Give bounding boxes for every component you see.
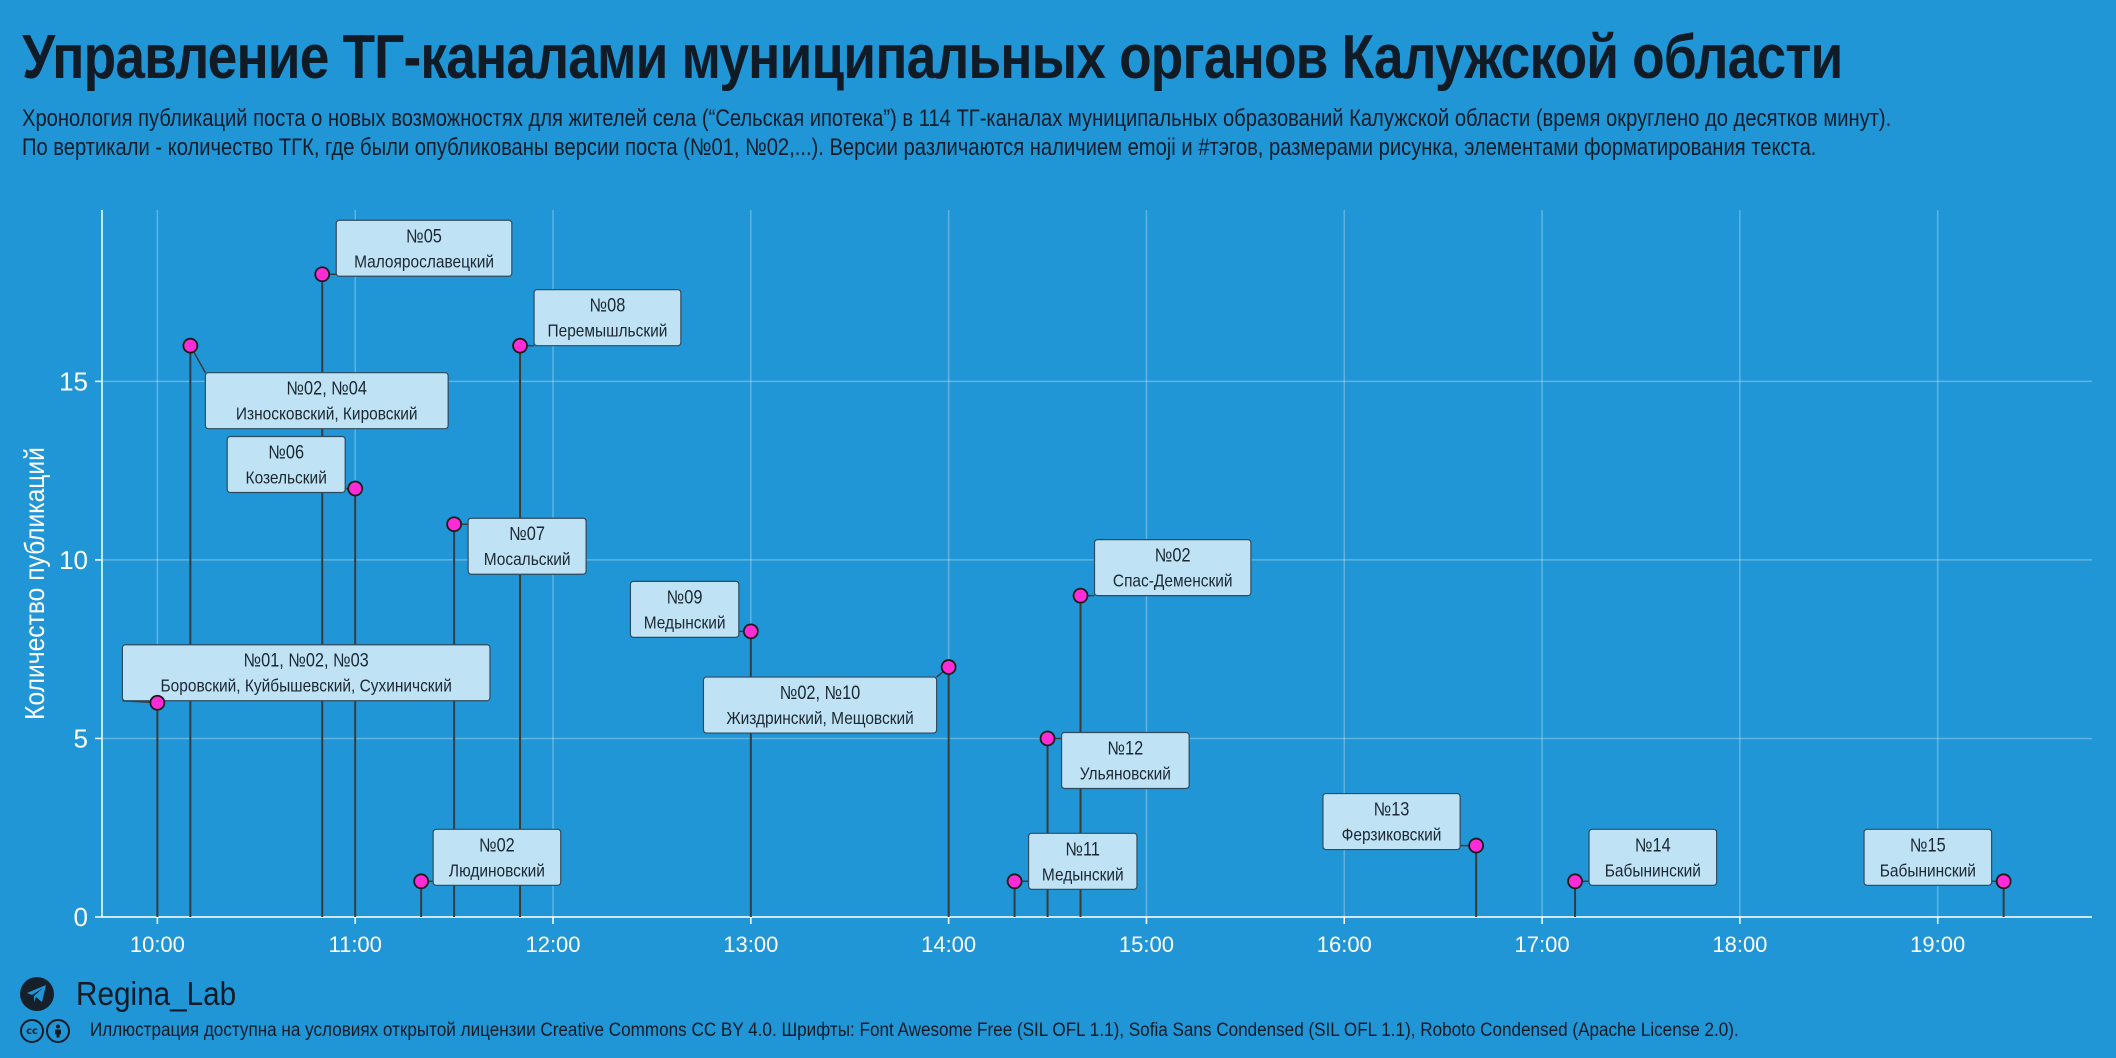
label-version: №12 (1108, 737, 1144, 758)
license-text: Иллюстрация доступна на условиях открыто… (90, 1020, 1739, 1041)
label-districts: Мосальский (484, 549, 571, 569)
x-tick-label: 13:00 (723, 932, 778, 957)
label-box (1588, 828, 1718, 886)
label-version: №14 (1635, 834, 1671, 855)
label-districts: Ферзиковский (1342, 825, 1442, 845)
data-point (413, 873, 430, 890)
x-tick-label: 17:00 (1515, 932, 1570, 957)
x-tick-label: 18:00 (1712, 932, 1767, 957)
label-version: №01, №02, №03 (244, 650, 369, 671)
cc-icon: cc (20, 1019, 44, 1043)
page-title: Управление ТГ-каналами муниципальных орг… (22, 23, 1843, 92)
label-version: №02, №10 (780, 682, 861, 703)
x-tick-label: 15:00 (1119, 932, 1174, 957)
label-version: №15 (1910, 834, 1946, 855)
data-point (314, 266, 331, 283)
label-districts: Перемышльский (547, 321, 667, 341)
label-box (1093, 539, 1252, 597)
label-box (226, 435, 346, 494)
data-point (512, 337, 528, 354)
label-districts: Бабынинский (1605, 860, 1701, 880)
data-point (446, 516, 463, 533)
label-districts: Медынский (644, 612, 726, 632)
label-districts: Боровский, Куйбышевский, Сухиничский (161, 676, 452, 696)
label-box (1060, 731, 1190, 790)
x-tick-label: 10:00 (130, 932, 185, 957)
label-districts: Козельский (246, 467, 327, 487)
x-tick-label: 14:00 (921, 932, 976, 957)
by-icon (46, 1019, 70, 1043)
label-box (121, 644, 491, 702)
label-box (533, 289, 682, 347)
data-point (1995, 873, 2012, 890)
label-districts: Спас-Деменский (1113, 571, 1233, 591)
data-point (347, 480, 364, 497)
label-version: №02 (1155, 544, 1191, 565)
data-point (742, 623, 759, 640)
label-box (432, 828, 562, 886)
label-box (467, 517, 587, 575)
data-point (1468, 837, 1485, 854)
y-tick-label: 15 (59, 366, 88, 396)
label-districts: Людиновский (449, 860, 545, 880)
data-point (1072, 587, 1089, 604)
footer-brand: Regina_Lab (20, 974, 254, 1014)
data-point (1006, 873, 1023, 890)
label-box (1322, 792, 1461, 851)
label-box (629, 580, 740, 638)
label-version: №06 (268, 441, 304, 462)
data-point (149, 694, 166, 711)
label-districts: Износковский, Кировский (236, 404, 418, 424)
x-tick-label: 11:00 (328, 932, 381, 957)
label-version: №02 (479, 834, 515, 855)
label-box (335, 219, 513, 277)
subtitle-line-1: Хронология публикаций поста о новых возм… (22, 105, 1892, 132)
label-version: №11 (1066, 838, 1100, 859)
footer-license: cc Иллюстрация доступна на условиях откр… (20, 1018, 1922, 1044)
data-point (1039, 730, 1056, 747)
label-districts: Жиздринский, Мещовский (726, 708, 913, 728)
brand-name: Regina_Lab (76, 975, 237, 1012)
data-point (182, 337, 199, 354)
label-version: №13 (1374, 798, 1410, 819)
label-districts: Медынский (1042, 864, 1124, 884)
label-version: №09 (667, 586, 703, 607)
label-box (204, 372, 449, 430)
x-tick-label: 12:00 (525, 932, 580, 957)
label-version: №07 (509, 523, 545, 544)
label-box (1863, 828, 1993, 886)
x-tick-label: 19:00 (1910, 932, 1965, 957)
label-districts: Бабынинский (1880, 860, 1976, 880)
label-districts: Ульяновский (1080, 763, 1171, 783)
y-tick-label: 0 (74, 902, 88, 932)
y-tick-label: 10 (59, 545, 88, 575)
data-point (940, 659, 957, 675)
x-tick-label: 16:00 (1317, 932, 1372, 957)
subtitle-line-2: По вертикали - количество ТГК, где были … (22, 134, 1817, 161)
label-box (702, 676, 938, 734)
page-subtitle: Хронология публикаций поста о новых возм… (22, 104, 1891, 162)
y-axis-label: Количество публикаций (19, 447, 51, 720)
data-point (1567, 873, 1583, 890)
label-version: №08 (590, 295, 626, 316)
label-box (1027, 832, 1138, 890)
label-version: №02, №04 (287, 378, 368, 399)
y-tick-label: 5 (74, 723, 88, 753)
label-version: №05 (406, 225, 442, 246)
label-districts: Малоярославецкий (354, 251, 494, 271)
telegram-icon (20, 977, 54, 1011)
